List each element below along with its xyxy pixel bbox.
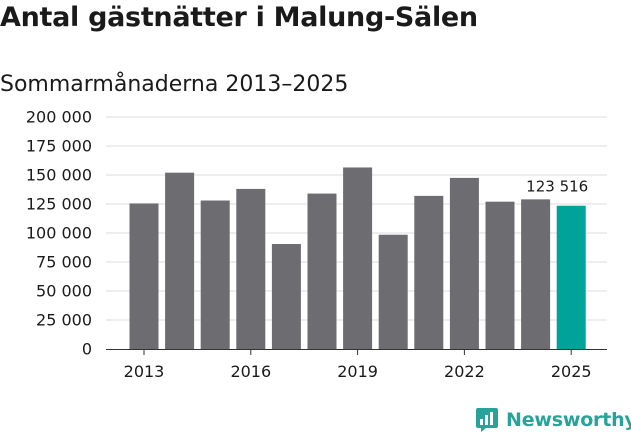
bar-2024 <box>521 199 551 349</box>
newsworthy-logo: Newsworthy <box>475 407 631 433</box>
bar-2014 <box>165 172 195 349</box>
bar-2016 <box>236 188 266 349</box>
bar-2018 <box>307 193 337 349</box>
bar-chart: 0 25 000 50 000 75 000 100 000 125 000 150 000… <box>26 108 607 381</box>
y-tick-label: 100 000 <box>26 224 92 243</box>
y-tick-label: 50 000 <box>36 282 92 301</box>
annotations: 123 516 <box>526 178 588 196</box>
y-tick-label: 125 000 <box>26 195 92 214</box>
bar-2025 <box>556 205 586 349</box>
bar-2023 <box>485 201 515 349</box>
bar-2022 <box>449 177 479 349</box>
y-tick-label: 200 000 <box>26 108 92 127</box>
data-label-2025: 123 516 <box>526 178 588 196</box>
newsworthy-chart-icon <box>476 408 498 432</box>
bar-2019 <box>343 167 373 349</box>
bar-2013 <box>129 203 159 349</box>
x-tick-label: 2013 <box>124 362 165 381</box>
y-tick-label: 175 000 <box>26 137 92 156</box>
chart-subtitle: Sommarmånaderna 2013–2025 <box>0 72 349 97</box>
bar-2017 <box>271 244 301 349</box>
bar-2015 <box>200 200 230 349</box>
y-tick-label: 75 000 <box>36 253 92 272</box>
bar-2020 <box>378 234 408 349</box>
bars <box>129 167 586 349</box>
chart-title: Antal gästnätter i Malung-Sälen <box>0 2 478 33</box>
x-tick-label: 2025 <box>551 362 592 381</box>
y-tick-label: 25 000 <box>36 311 92 330</box>
x-tick-label: 2016 <box>230 362 271 381</box>
logo-text: Newsworthy <box>506 409 631 431</box>
x-tick-label: 2019 <box>337 362 378 381</box>
y-tick-label: 0 <box>82 340 92 359</box>
bar-2021 <box>414 195 444 349</box>
x-axis: 2013 2016 2019 2022 2025 <box>106 349 607 381</box>
y-tick-label: 150 000 <box>26 166 92 185</box>
y-tick-labels: 0 25 000 50 000 75 000 100 000 125 000 150 000… <box>26 108 92 359</box>
x-tick-label: 2022 <box>444 362 485 381</box>
